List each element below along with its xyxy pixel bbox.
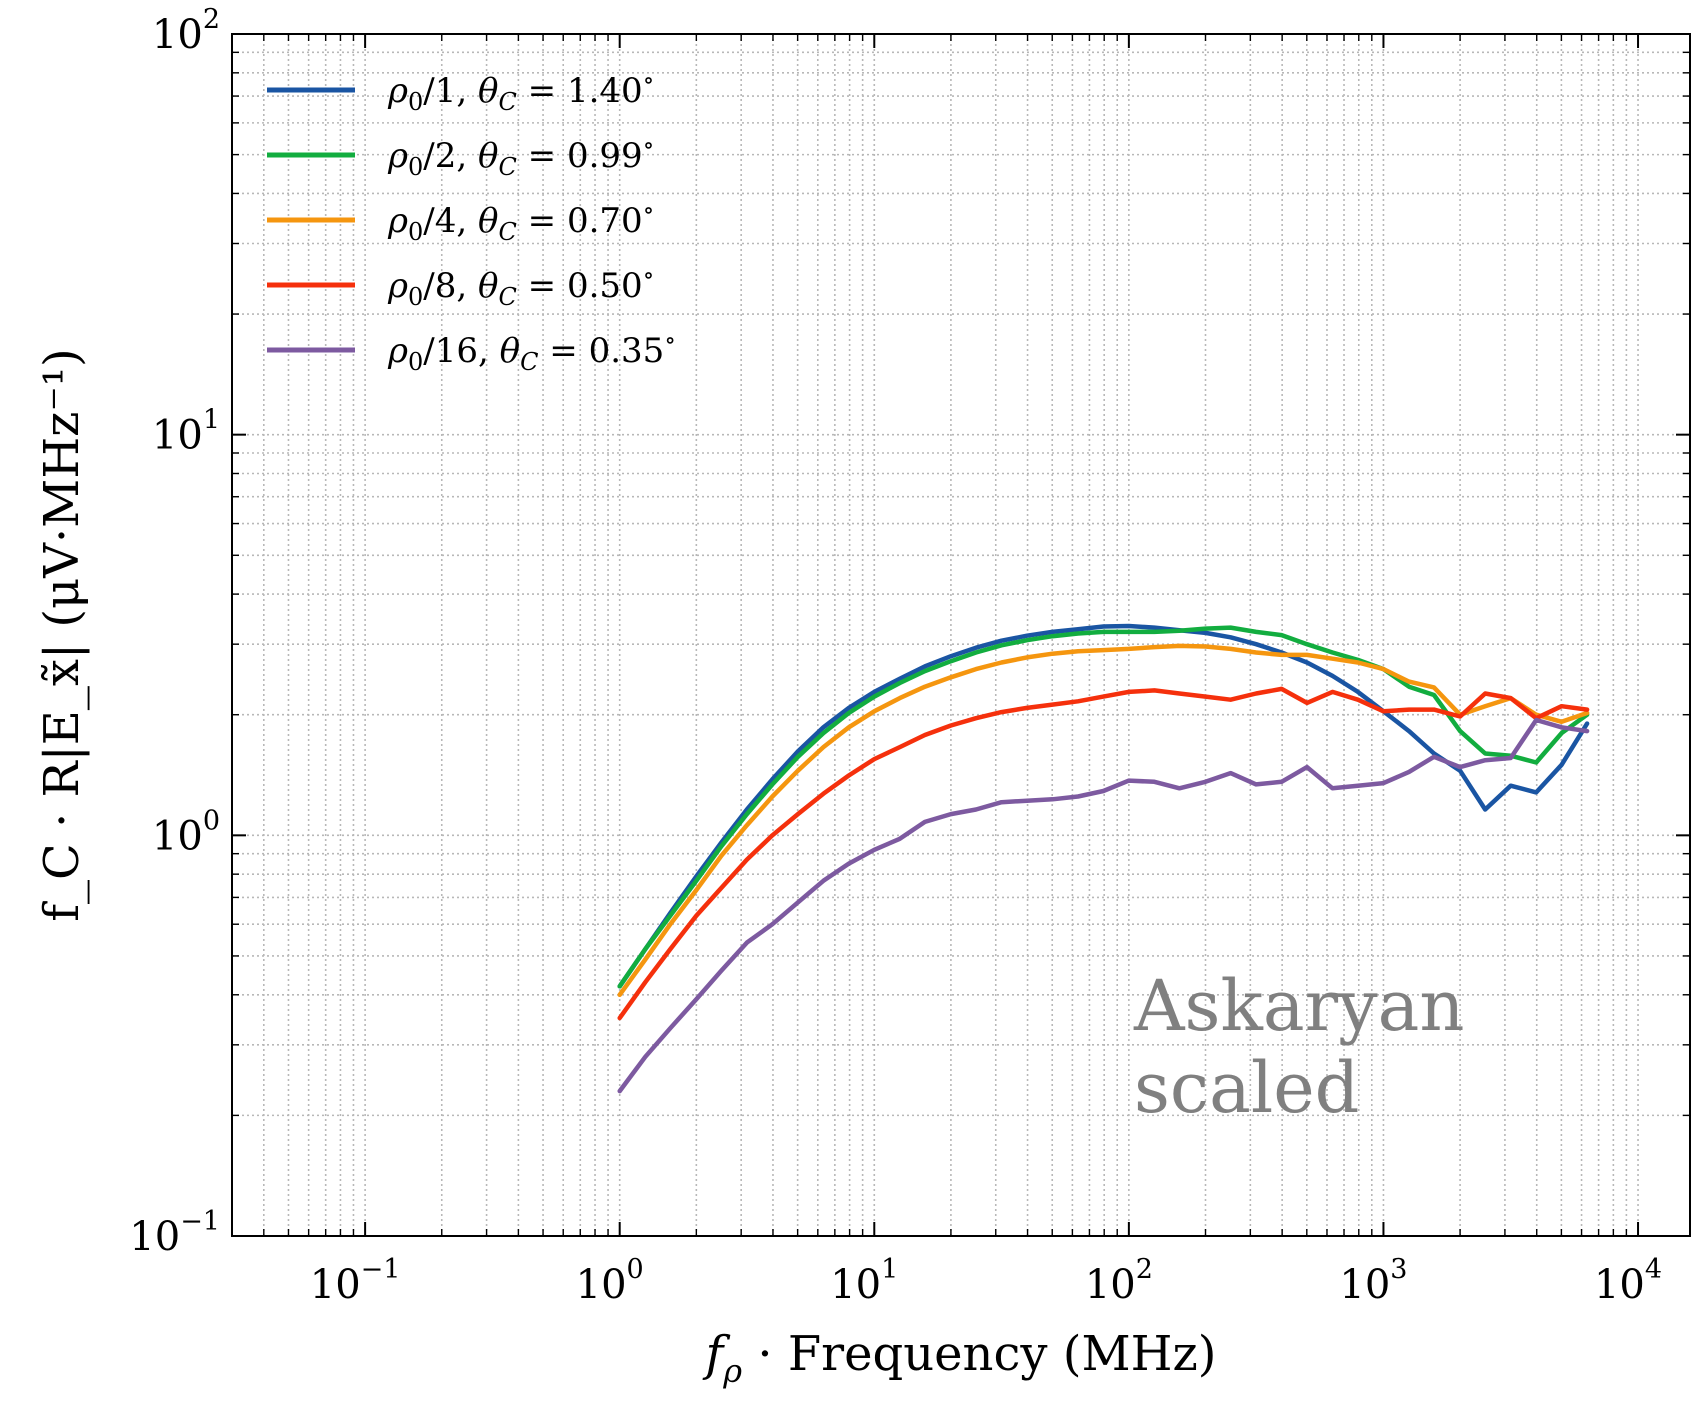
- legend-rho-sub: 0: [408, 153, 423, 181]
- axis-ticks: [231, 33, 1690, 1237]
- legend-degree: ∘: [643, 131, 655, 159]
- y-tick-label-exp: −1: [180, 1206, 220, 1237]
- x-axis-label-sub: ρ: [722, 1352, 742, 1390]
- annotation-line-1: Askaryan: [1133, 965, 1464, 1047]
- legend-theta-sub: C: [498, 283, 516, 311]
- series-line-rho0-2: [617, 625, 1590, 989]
- x-tick-label-exp: 0: [627, 1254, 644, 1285]
- legend-rho-sub: 0: [408, 283, 423, 311]
- x-tick-label-exp: −1: [361, 1254, 401, 1285]
- grid: [231, 33, 1690, 1237]
- legend-theta-value: = 0.50: [517, 266, 643, 306]
- y-tick-label: 100: [152, 805, 220, 859]
- legend-degree: ∘: [643, 66, 655, 94]
- x-tick-label-base: 10: [1085, 1262, 1136, 1308]
- x-tick-label-base: 10: [830, 1262, 881, 1308]
- x-tick-label-exp: 2: [1136, 1254, 1153, 1285]
- x-tick-label: 10−1: [310, 1254, 401, 1308]
- y-tick-label-base: 10: [152, 12, 203, 58]
- legend-div: /4,: [423, 201, 478, 241]
- legend-label-rho0-8: ρ0/8, θC = 0.50∘: [387, 261, 654, 311]
- legend-degree: ∘: [643, 261, 655, 289]
- x-tick-label: 100: [576, 1254, 644, 1308]
- series-line-rho0-4: [617, 643, 1590, 998]
- legend-theta-sub: C: [498, 88, 516, 116]
- series-line-rho0-8: [617, 686, 1590, 1021]
- x-tick-label-exp: 3: [1390, 1254, 1407, 1285]
- x-axis-label-text: · Frequency (MHz): [742, 1326, 1216, 1382]
- legend-div: /2,: [423, 136, 478, 176]
- legend-theta: θ: [478, 136, 498, 176]
- legend-theta-value: = 0.70: [517, 201, 643, 241]
- x-tick-label-base: 10: [576, 1262, 627, 1308]
- x-tick-label-exp: 1: [881, 1254, 898, 1285]
- legend-label-rho0-4: ρ0/4, θC = 0.70∘: [387, 196, 654, 246]
- legend-rho: ρ: [387, 71, 408, 111]
- y-axis-label: f_C · R|E_x̃| (μV·MHz⁻¹): [34, 348, 90, 922]
- x-tick-label-base: 10: [1339, 1262, 1390, 1308]
- legend-label-rho0-2: ρ0/2, θC = 0.99∘: [387, 131, 654, 181]
- y-tick-label-exp: 2: [203, 4, 220, 35]
- legend-rho-sub: 0: [408, 348, 423, 376]
- legend-theta-sub: C: [498, 218, 516, 246]
- legend-rho-sub: 0: [408, 218, 423, 246]
- x-tick-label: 103: [1339, 1254, 1407, 1308]
- annotation-askaryan-scaled: Askaryan scaled: [1133, 965, 1487, 1129]
- legend-div: /1,: [423, 71, 478, 111]
- legend-degree: ∘: [664, 326, 676, 354]
- legend-rho: ρ: [387, 266, 408, 306]
- legend-rho: ρ: [387, 136, 408, 176]
- series-lines: [617, 623, 1590, 1094]
- x-tick-label: 101: [830, 1254, 898, 1308]
- legend-theta-sub: C: [498, 153, 516, 181]
- y-tick-label-base: 10: [152, 813, 203, 859]
- y-tick-label: 10−1: [129, 1206, 220, 1260]
- y-tick-label-exp: 1: [203, 405, 220, 436]
- annotation-line-2: scaled: [1134, 1047, 1359, 1129]
- legend-theta: θ: [478, 71, 498, 111]
- legend-label-rho0-16: ρ0/16, θC = 0.35∘: [387, 326, 676, 376]
- y-tick-label: 102: [152, 4, 220, 58]
- plot-frame: [231, 33, 1691, 1237]
- y-tick-label-base: 10: [129, 1214, 180, 1260]
- x-tick-label-base: 10: [1594, 1262, 1645, 1308]
- y-tick-label-base: 10: [152, 413, 203, 459]
- x-axis-label: fρ · Frequency (MHz): [703, 1326, 1217, 1390]
- legend-div: /16,: [423, 331, 499, 371]
- series-line-rho0-16: [617, 717, 1590, 1094]
- legend-div: /8,: [423, 266, 478, 306]
- legend-theta-value: = 1.40: [517, 71, 643, 111]
- legend-theta: θ: [500, 331, 520, 371]
- x-tick-label-base: 10: [310, 1262, 361, 1308]
- legend-theta: θ: [478, 266, 498, 306]
- x-tick-label: 104: [1594, 1254, 1662, 1308]
- legend: ρ0/1, θC = 1.40∘ρ0/2, θC = 0.99∘ρ0/4, θC…: [267, 66, 676, 376]
- x-tick-label-exp: 4: [1645, 1254, 1662, 1285]
- legend-theta-value: = 0.99: [517, 136, 643, 176]
- y-tick-label: 101: [152, 405, 220, 459]
- legend-theta: θ: [478, 201, 498, 241]
- series-line-rho0-1: [617, 623, 1590, 989]
- legend-rho: ρ: [387, 331, 408, 371]
- legend-rho-sub: 0: [408, 88, 423, 116]
- legend-label-rho0-1: ρ0/1, θC = 1.40∘: [387, 66, 654, 116]
- y-tick-label-exp: 0: [203, 805, 220, 836]
- x-tick-label: 102: [1085, 1254, 1153, 1308]
- legend-degree: ∘: [643, 196, 655, 224]
- legend-theta-value: = 0.35: [538, 331, 664, 371]
- legend-rho: ρ: [387, 201, 408, 241]
- legend-theta-sub: C: [520, 348, 538, 376]
